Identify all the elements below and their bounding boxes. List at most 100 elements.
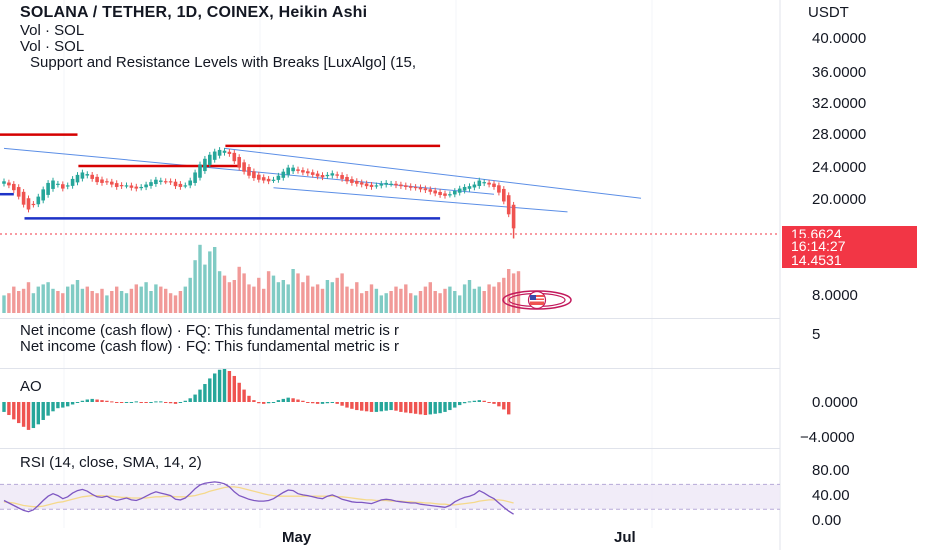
pane-separator[interactable] [0, 448, 780, 449]
ao-bar [46, 402, 50, 416]
ao-bar [438, 402, 442, 414]
candle-body [124, 185, 129, 187]
ao-bar [208, 378, 212, 402]
candle-body [301, 170, 305, 173]
ao-bar [36, 402, 40, 425]
volume-bar [193, 260, 197, 313]
candle-body [433, 190, 437, 194]
ao-bar [453, 402, 457, 408]
ao-bar [2, 402, 6, 412]
ao-bar [70, 402, 75, 405]
volume-bar [364, 291, 369, 313]
ao-bar [168, 402, 173, 404]
volume-bar [443, 288, 447, 313]
volume-bar [66, 286, 70, 313]
pane-separator[interactable] [0, 318, 780, 319]
rsi-ma-line [3, 486, 514, 508]
volume-bar [217, 271, 222, 313]
ao-pane-title[interactable]: AO [20, 378, 42, 395]
volume-bar [335, 277, 339, 313]
fundamental-legend[interactable]: Net income (cash flow) · FQ: This fundam… [20, 322, 399, 339]
volume-bar [325, 280, 330, 313]
ao-bar [159, 401, 163, 403]
ao-bar [291, 398, 295, 402]
indicator-legend-luxalgo[interactable]: Support and Resistance Levels with Break… [30, 54, 417, 71]
ao-bar [100, 400, 104, 402]
ao-bar [271, 402, 276, 403]
indicator-legend-volume[interactable]: Vol · SOL [20, 22, 85, 39]
volume-bar [80, 288, 85, 313]
ao-bar [477, 400, 481, 402]
volume-bar [384, 293, 388, 313]
candle-body [227, 151, 232, 154]
volume-bar [286, 284, 290, 313]
candle-body [7, 182, 11, 186]
candle-body [345, 176, 349, 182]
candle-body [129, 185, 134, 188]
flag-icon[interactable] [502, 290, 572, 310]
ao-bar [193, 394, 197, 402]
ao-bar [369, 402, 374, 412]
chart-title[interactable]: SOLANA / TETHER, 1D, COINEX, Heikin Ashi [20, 4, 368, 21]
ao-bar [384, 402, 388, 411]
volume-bar [340, 273, 344, 313]
rsi-pane-title[interactable]: RSI (14, close, SMA, 14, 2) [20, 454, 202, 471]
volume-bar [213, 247, 217, 313]
volume-bar [428, 282, 432, 313]
volume-bar [56, 291, 60, 313]
ao-bar [203, 384, 207, 402]
volume-bar [458, 295, 462, 313]
ao-bar [178, 402, 183, 403]
price-axis-currency[interactable]: USDT [808, 4, 849, 21]
volume-bar [418, 291, 423, 313]
volume-bar [7, 293, 11, 313]
candle-body [506, 195, 511, 215]
volume-bar [41, 284, 45, 313]
volume-bar [482, 291, 486, 313]
ao-bar [404, 402, 408, 413]
ao-bar [7, 402, 11, 416]
candle-body [26, 198, 31, 210]
candle-body [2, 181, 6, 184]
candle-body [198, 164, 202, 178]
volume-bar [90, 291, 94, 313]
volume-bar [159, 286, 163, 313]
volume-bar [21, 288, 26, 313]
volume-bar [139, 286, 143, 313]
volume-bar [497, 282, 501, 313]
candle-body [232, 152, 237, 162]
ao-bar [222, 368, 227, 402]
candle-body [448, 194, 452, 196]
ao-bar [173, 402, 178, 404]
ao-bar [379, 402, 383, 412]
candle-body [119, 185, 124, 187]
candle-body [477, 180, 482, 187]
candle-body [222, 150, 227, 153]
volume-bar [46, 282, 50, 313]
volume-bar [100, 288, 104, 313]
low-price-badge[interactable]: 14.4531 [782, 252, 917, 268]
price-axis-label: 24.0000 [812, 159, 867, 176]
fundamental-legend[interactable]: Net income (cash flow) · FQ: This fundam… [20, 338, 399, 355]
volume-bar [487, 284, 491, 313]
volume-bar [208, 251, 212, 313]
candle-body [359, 182, 364, 185]
candle-body [90, 174, 94, 179]
candle-body [364, 183, 369, 187]
volume-bar [379, 295, 383, 313]
indicator-legend-volume[interactable]: Vol · SOL [20, 38, 85, 55]
rsi-line [3, 481, 514, 515]
ao-bar [41, 402, 45, 420]
ao-bar [286, 397, 290, 402]
volume-axis-label: 8.0000 [812, 287, 858, 304]
volume-bar [369, 284, 374, 313]
ao-bar [311, 402, 315, 404]
support-resistance-levels [0, 133, 441, 220]
candle-body [389, 183, 393, 185]
candle-body [139, 186, 143, 189]
candle-body [46, 182, 50, 195]
pane-separator[interactable] [0, 368, 780, 369]
channel-trendline [224, 147, 642, 199]
price-axis-label: 20.0000 [812, 191, 867, 208]
